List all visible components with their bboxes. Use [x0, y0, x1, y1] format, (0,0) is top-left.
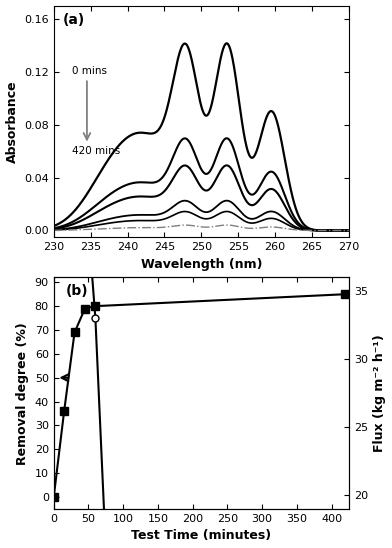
- Y-axis label: Flux (kg m⁻² h⁻¹): Flux (kg m⁻² h⁻¹): [374, 334, 387, 452]
- Text: 420 mins: 420 mins: [72, 146, 120, 156]
- Y-axis label: Absorbance: Absorbance: [5, 80, 18, 163]
- Text: (b): (b): [65, 284, 88, 299]
- Text: (a): (a): [63, 13, 85, 26]
- X-axis label: Test Time (minutes): Test Time (minutes): [131, 529, 271, 543]
- Y-axis label: Removal degree (%): Removal degree (%): [16, 322, 29, 465]
- Text: 0 mins: 0 mins: [72, 66, 107, 76]
- X-axis label: Wavelength (nm): Wavelength (nm): [141, 258, 262, 271]
